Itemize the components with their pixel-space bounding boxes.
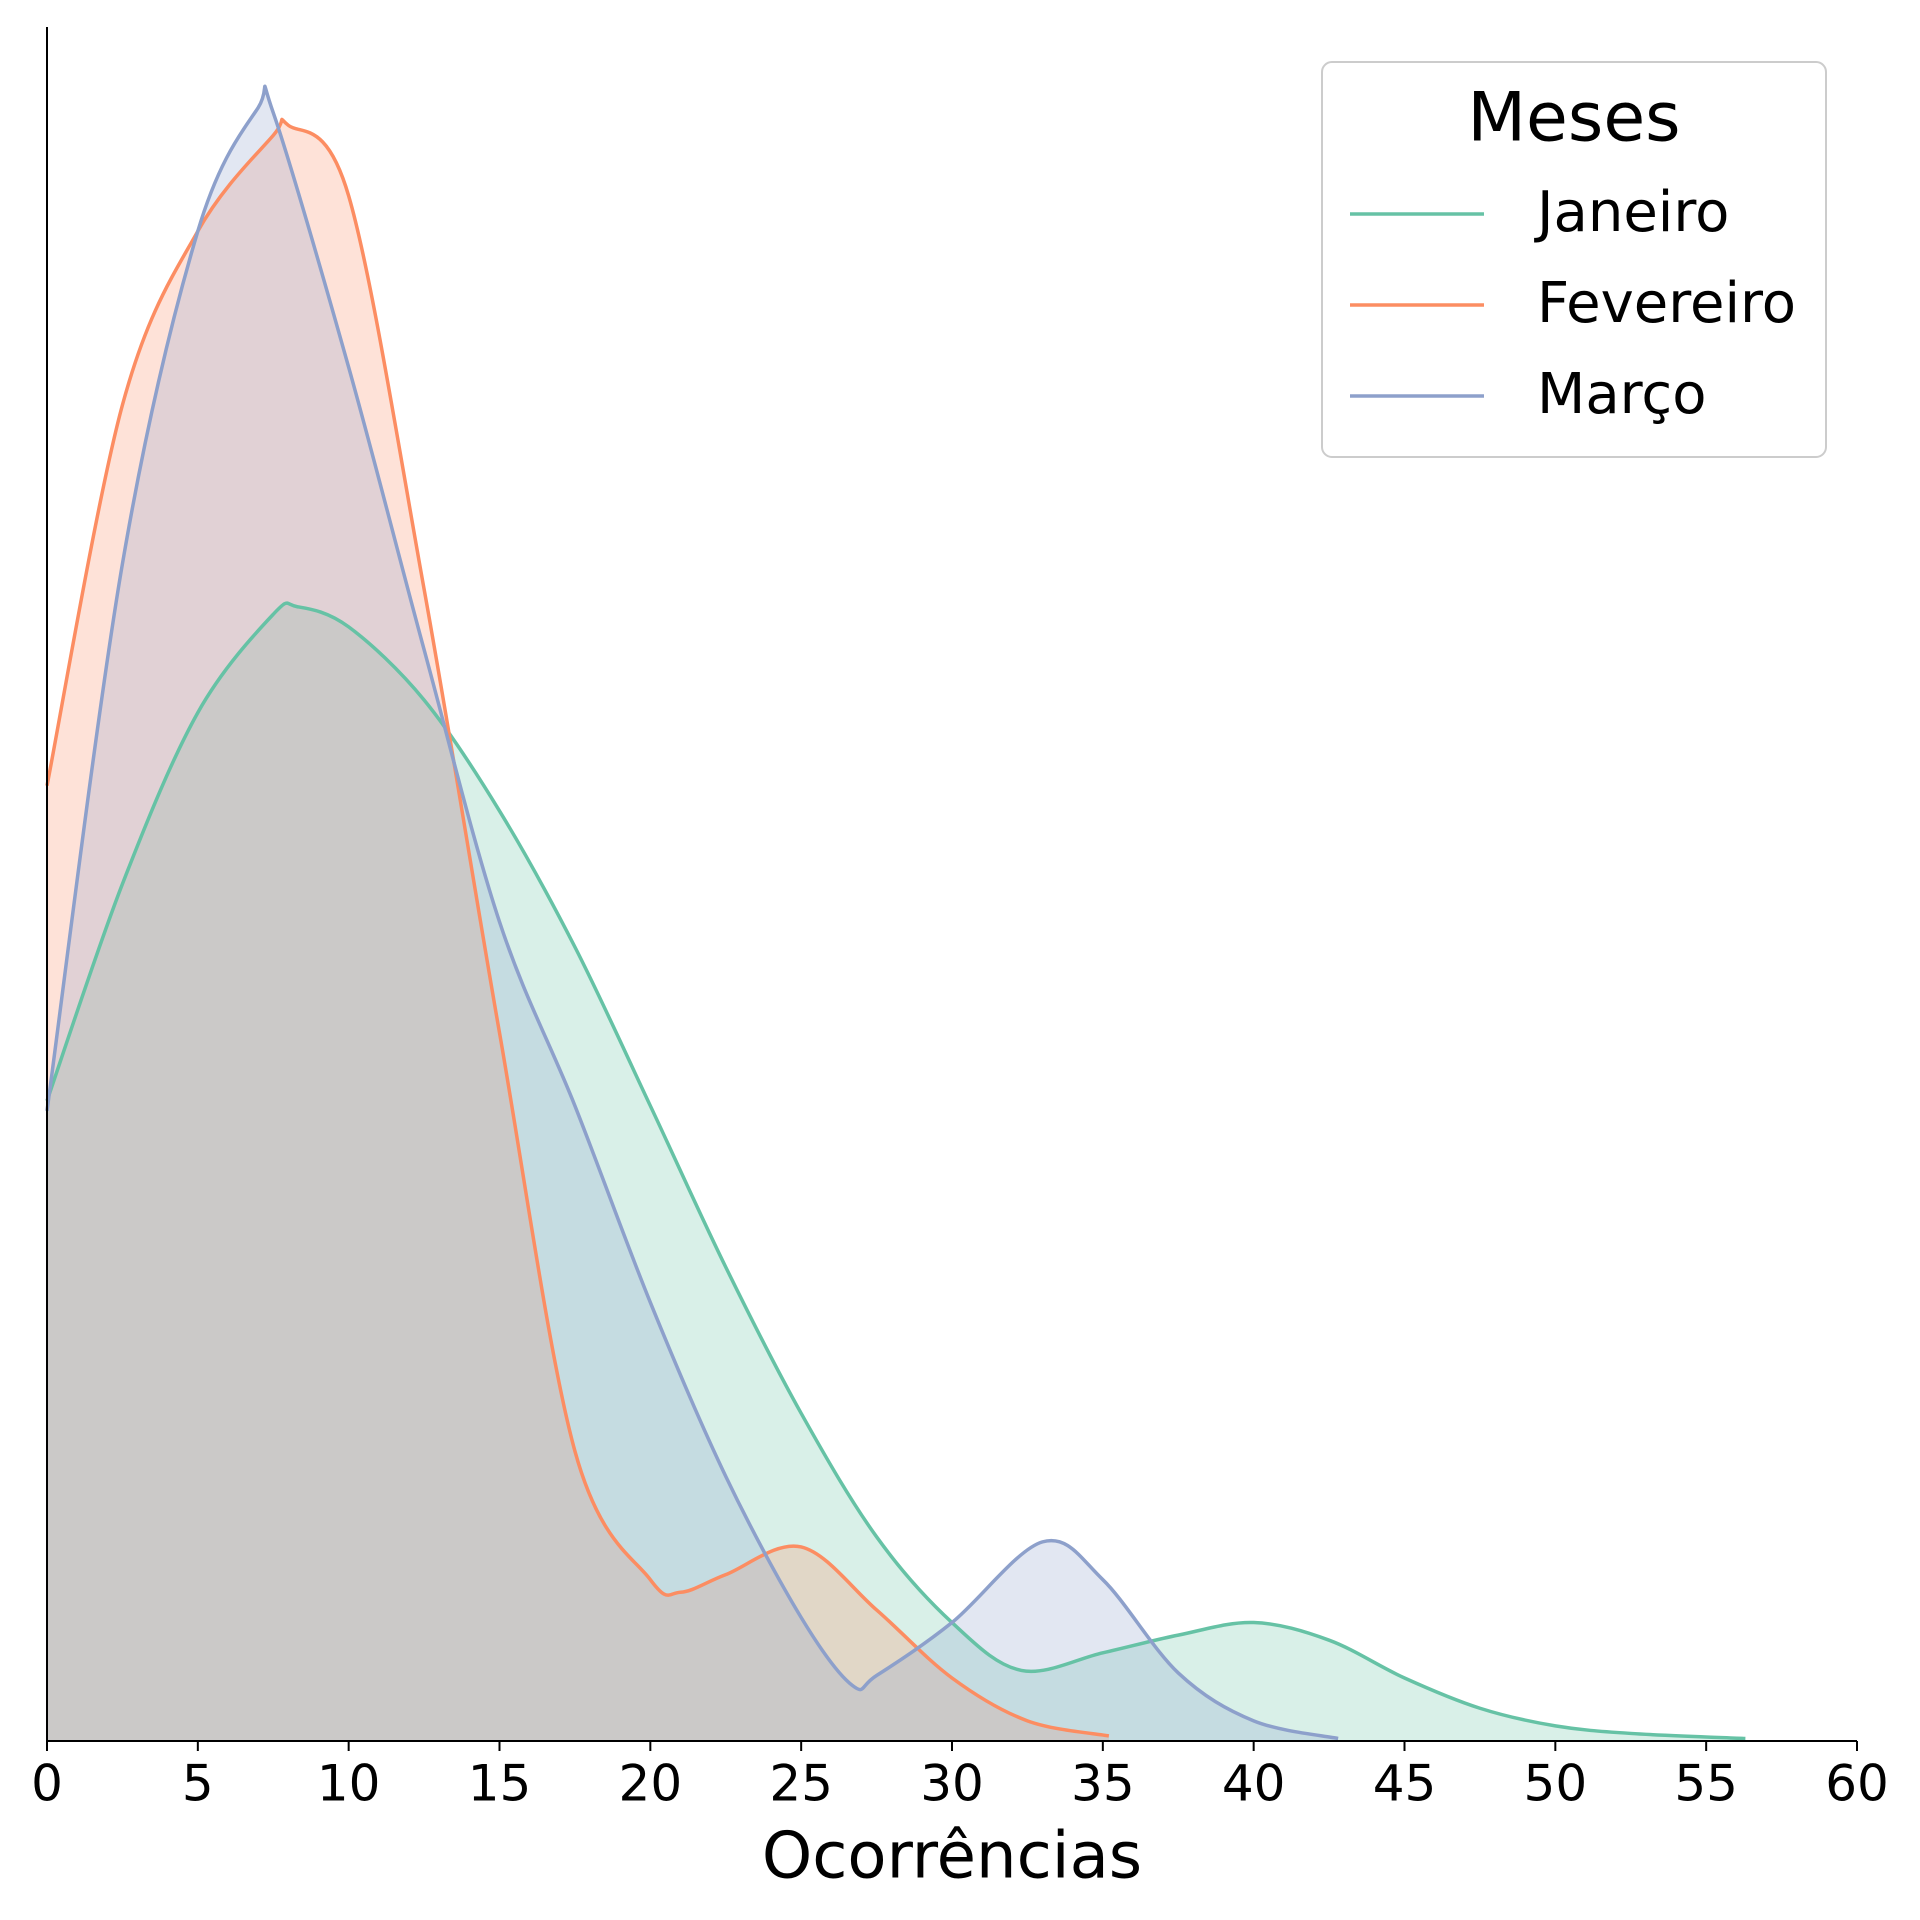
legend-label: Março	[1537, 362, 1706, 427]
legend-title: Meses	[1467, 79, 1680, 158]
x-tick-label: 5	[182, 1755, 214, 1813]
density-area	[47, 86, 1339, 1741]
legend-label: Fevereiro	[1537, 271, 1796, 336]
x-tick-label: 30	[920, 1755, 984, 1813]
density-area	[47, 603, 1746, 1742]
x-tick-label: 20	[619, 1755, 683, 1813]
x-tick-label: 45	[1373, 1755, 1437, 1813]
x-tick-label: 15	[468, 1755, 532, 1813]
x-tick-label: 40	[1222, 1755, 1286, 1813]
density-area	[47, 119, 1109, 1741]
lines	[45, 84, 1746, 1741]
density-line	[45, 601, 1746, 1741]
x-tick-label: 35	[1071, 1755, 1135, 1813]
legend-box	[1321, 61, 1827, 458]
x-axis-label: Ocorrências	[762, 1820, 1142, 1894]
x-tick-label: 0	[31, 1755, 63, 1813]
density-line	[45, 84, 1339, 1741]
areas	[47, 86, 1746, 1742]
x-tick-label: 50	[1524, 1755, 1588, 1813]
x-tick-label: 60	[1825, 1755, 1889, 1813]
x-tick-label: 55	[1674, 1755, 1738, 1813]
x-tick-label: 10	[317, 1755, 381, 1813]
x-tick-label: 25	[769, 1755, 833, 1813]
legend-label: Janeiro	[1534, 180, 1729, 245]
density-line	[45, 117, 1110, 1738]
